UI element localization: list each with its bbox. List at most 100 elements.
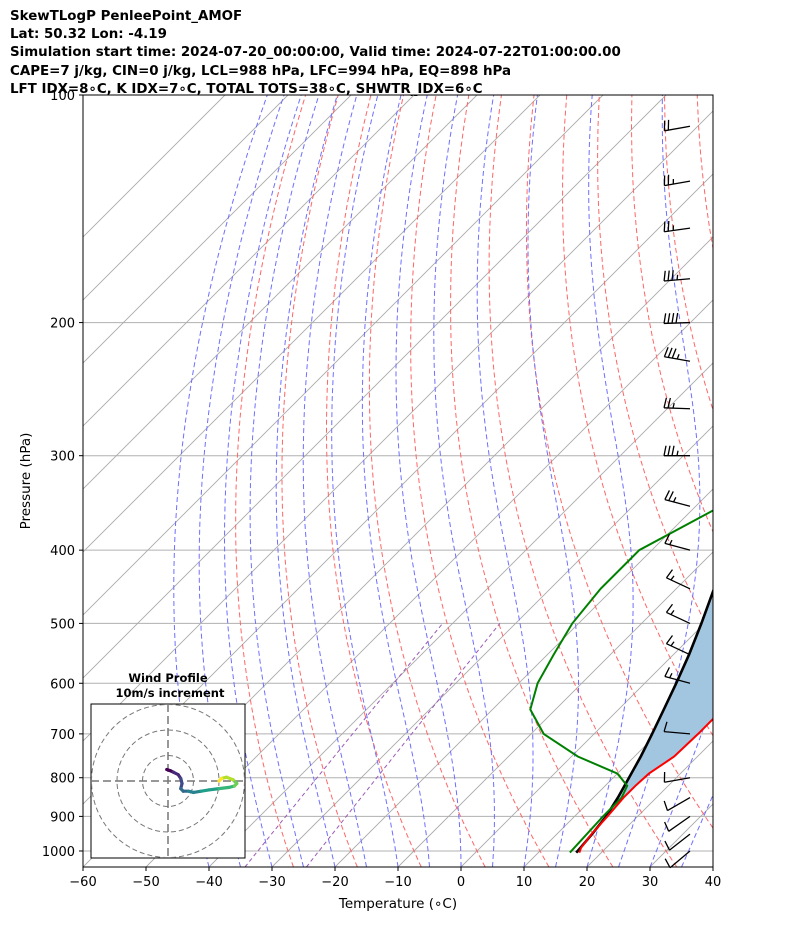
- moist-adiabat-line: [527, 95, 579, 867]
- wind-barb-flag: [664, 667, 670, 677]
- wind-barb-half-flag: [672, 497, 677, 503]
- wind-barb: [663, 797, 691, 812]
- wind-barb-staff: [666, 643, 691, 656]
- wind-barb-flag: [667, 220, 670, 232]
- y-tick-label: 900: [50, 810, 75, 825]
- wind-barb-flag: [667, 347, 673, 358]
- wind-barb-flag: [663, 313, 667, 324]
- isotherm-line: [83, 95, 541, 553]
- moist-adiabat-line: [173, 95, 268, 867]
- title-location: Lat: 50.32 Lon: -4.19: [10, 27, 167, 43]
- moist-adiabat-line: [586, 95, 634, 867]
- wind-barb: [663, 312, 691, 325]
- wind-barb-flag: [663, 346, 669, 357]
- wind-barb-half-flag: [670, 610, 675, 615]
- moist-adiabat-line: [681, 793, 713, 867]
- wind-barb: [664, 533, 691, 551]
- wind-barb-flag: [665, 603, 673, 613]
- isotherm-line: [83, 95, 226, 238]
- wind-barb-flag: [667, 270, 670, 281]
- moist-adiabat-line: [249, 95, 320, 867]
- wind-barb-flag: [667, 313, 671, 324]
- x-axis-label: Temperature (∘C): [338, 896, 457, 912]
- wind-barb-half-flag: [670, 575, 675, 581]
- wind-barb-flag: [675, 312, 679, 324]
- isotherm-line: [83, 110, 713, 742]
- x-tick-label: −20: [321, 875, 348, 890]
- dry-adiabat-line: [488, 95, 678, 867]
- wind-barb-staff: [669, 833, 691, 851]
- wind-barb-staff: [664, 498, 691, 507]
- wind-barb-staff: [668, 815, 691, 832]
- moist-adiabat-line: [395, 95, 462, 867]
- y-tick-label: 600: [50, 677, 75, 692]
- dry-adiabat-line: [730, 95, 794, 867]
- isotherm-line: [83, 95, 604, 616]
- moist-adiabat-line: [224, 95, 302, 867]
- hodograph-trace-segment: [217, 776, 224, 783]
- x-tick-label: −10: [384, 875, 411, 890]
- axes: −60 −50 −40 −30 −20 −10 0 10 20 30 40 100 200 300 400 5…: [18, 89, 721, 912]
- wind-barb: [663, 445, 690, 457]
- x-tick-label: −40: [195, 875, 222, 890]
- chart-title-block: SkewTLogP PenleePoint_AMOF Lat: 50.32 Lo…: [10, 8, 621, 99]
- wind-barb-flag: [664, 490, 670, 500]
- dry-adiabat-line: [562, 95, 713, 737]
- wind-barb: [664, 490, 691, 507]
- isotherm-line: [776, 95, 794, 867]
- wind-barb-flag: [663, 721, 668, 732]
- wind-barb-flag: [668, 491, 674, 501]
- moist-adiabat-line: [476, 95, 534, 867]
- x-tick-label: −30: [258, 875, 285, 890]
- temperature-line: [578, 717, 713, 853]
- wind-barb-half-flag: [676, 353, 680, 360]
- wind-barb-staff: [664, 730, 691, 735]
- dry-adiabat-line: [410, 95, 550, 867]
- moist-adiabat-line: [361, 95, 430, 867]
- title-indices: LFT IDX=8∘C, K IDX=7∘C, TOTAL TOTS=38∘C,…: [10, 81, 483, 97]
- wind-barb-flag: [671, 348, 677, 359]
- wind-barb-flag: [664, 840, 671, 851]
- x-tick-label: 0: [457, 875, 465, 890]
- y-axis-label: Pressure (hPa): [18, 433, 34, 530]
- moist-adiabat-line: [275, 95, 338, 867]
- moist-adiabat-line: [198, 95, 285, 867]
- wind-barb-flag: [663, 221, 666, 232]
- isotherm-line: [83, 95, 478, 490]
- wind-barb-flag: [665, 635, 673, 645]
- x-tick-label: 10: [516, 875, 533, 890]
- x-tick-label: −60: [69, 875, 96, 890]
- hodograph-clip-group: [91, 704, 245, 858]
- wind-barb: [664, 667, 691, 684]
- isotherm-line: [586, 740, 713, 867]
- cape-shaded-area: [576, 591, 713, 853]
- isotherm-line: [83, 95, 667, 679]
- moist-adiabat-line: [712, 865, 713, 867]
- plot-clip-group: [83, 95, 794, 867]
- wind-barb: [664, 815, 691, 832]
- moist-adiabat-line: [618, 95, 701, 867]
- wind-barb-half-flag: [676, 274, 679, 280]
- wind-barb-flag: [667, 445, 671, 456]
- hodograph-trace-segment: [217, 785, 231, 791]
- dry-adiabat-line: [664, 95, 713, 412]
- wind-barb-flag: [671, 313, 675, 324]
- isotherm-line: [83, 95, 352, 364]
- hodograph-title: Wind Profile: [128, 671, 208, 685]
- y-tick-label: 400: [50, 544, 75, 559]
- y-tick-label: 500: [50, 617, 75, 632]
- title-times: Simulation start time: 2024-07-20_00:00:…: [10, 45, 621, 61]
- isotherm-line: [460, 614, 713, 867]
- dry-adiabat-line: [368, 95, 486, 867]
- wind-barb-staff: [664, 675, 691, 684]
- y-tick-label: 1000: [42, 845, 75, 860]
- wind-barb-staff: [667, 797, 691, 812]
- wind-barb-flag: [671, 270, 674, 281]
- isotherm-line: [83, 95, 289, 301]
- isotherm-line: [271, 425, 713, 867]
- wind-barb-half-flag: [676, 450, 679, 456]
- wind-barb-staff: [666, 611, 691, 624]
- moist-adiabat-line: [433, 95, 495, 867]
- wind-barb-flag: [664, 858, 671, 869]
